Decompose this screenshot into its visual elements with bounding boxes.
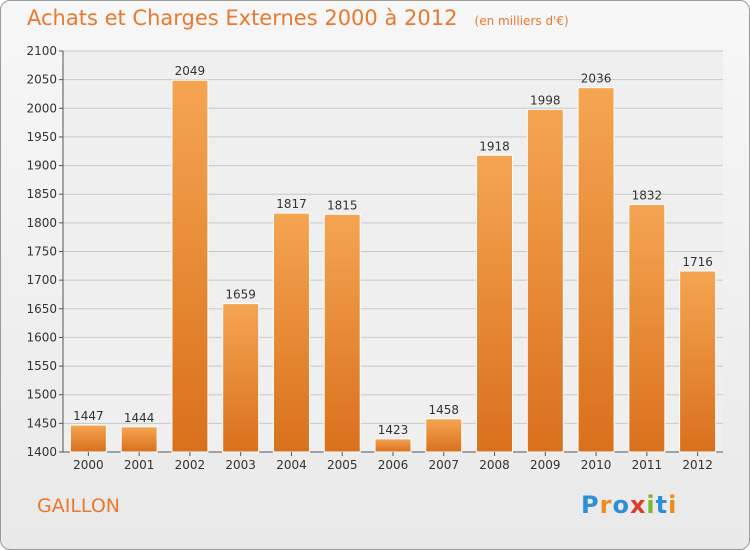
y-tick-label: 1600 <box>26 330 57 344</box>
y-tick-label: 1550 <box>26 359 57 373</box>
x-tick-label-2009: 2009 <box>530 458 561 472</box>
y-tick-label: 1800 <box>26 216 57 230</box>
data-label-2004: 1817 <box>276 197 307 211</box>
y-tick-label: 2000 <box>26 101 57 115</box>
proxiti-logo: Proxiti <box>581 491 677 519</box>
bar-2008 <box>476 154 514 453</box>
x-tick-label-2010: 2010 <box>581 458 612 472</box>
logo-letter: r <box>599 491 613 519</box>
y-tick-label: 2100 <box>26 44 57 58</box>
x-tick-label-2004: 2004 <box>276 458 307 472</box>
bar-2004 <box>272 212 310 453</box>
chart-title: Achats et Charges Externes 2000 à 2012 <box>27 6 458 30</box>
data-label-2012: 1716 <box>682 255 713 269</box>
x-tick-label-2005: 2005 <box>327 458 358 472</box>
y-tick-label: 1700 <box>26 273 57 287</box>
data-label-2002: 2049 <box>175 64 206 78</box>
data-label-2005: 1815 <box>327 198 358 212</box>
bar-2010 <box>577 87 615 453</box>
y-tick-label: 1400 <box>26 445 57 459</box>
x-tick-label-2003: 2003 <box>225 458 256 472</box>
logo-letter: i <box>668 491 678 519</box>
bar-2003 <box>222 303 260 453</box>
y-tick-label: 1950 <box>26 130 57 144</box>
place-name: GAILLON <box>37 495 120 517</box>
bar-2005 <box>323 213 361 453</box>
y-tick-label: 1900 <box>26 159 57 173</box>
y-tick-label: 1450 <box>26 416 57 430</box>
data-label-2001: 1444 <box>124 411 155 425</box>
data-label-2011: 1832 <box>632 189 663 203</box>
chart-subtitle: (en milliers d'€) <box>474 14 569 28</box>
data-label-2003: 1659 <box>225 288 256 302</box>
x-tick-label-2001: 2001 <box>124 458 155 472</box>
bar-2007 <box>425 418 463 453</box>
bar-2002 <box>171 79 209 453</box>
bar-2011 <box>628 204 666 453</box>
bar-2006 <box>374 438 412 453</box>
data-label-2008: 1918 <box>479 139 510 153</box>
y-tick-label: 1650 <box>26 302 57 316</box>
x-tick-label-2012: 2012 <box>682 458 713 472</box>
logo-letter: i <box>646 491 656 519</box>
logo-letter: x <box>629 491 647 519</box>
data-label-2007: 1458 <box>428 403 459 417</box>
y-tick-label: 1500 <box>26 388 57 402</box>
y-tick-label: 2050 <box>26 73 57 87</box>
x-tick-label-2002: 2002 <box>175 458 206 472</box>
x-tick-label-2011: 2011 <box>632 458 663 472</box>
x-tick-label-2000: 2000 <box>73 458 104 472</box>
data-label-2009: 1998 <box>530 93 561 107</box>
x-tick-label-2006: 2006 <box>378 458 409 472</box>
logo-letter: P <box>581 491 600 519</box>
bar-2009 <box>526 108 564 453</box>
data-label-2006: 1423 <box>378 423 409 437</box>
logo-letter: t <box>655 491 669 519</box>
y-tick-label: 1750 <box>26 245 57 259</box>
bar-2012 <box>679 270 717 453</box>
x-tick-label-2007: 2007 <box>428 458 459 472</box>
data-label-2000: 1447 <box>73 409 104 423</box>
y-tick-label: 1850 <box>26 187 57 201</box>
logo-letter: o <box>612 491 630 519</box>
x-tick-label-2008: 2008 <box>479 458 510 472</box>
title-block: Achats et Charges Externes 2000 à 2012 (… <box>27 6 569 30</box>
bar-2000 <box>69 424 107 453</box>
data-label-2010: 2036 <box>581 72 612 86</box>
bar-2001 <box>120 426 158 453</box>
